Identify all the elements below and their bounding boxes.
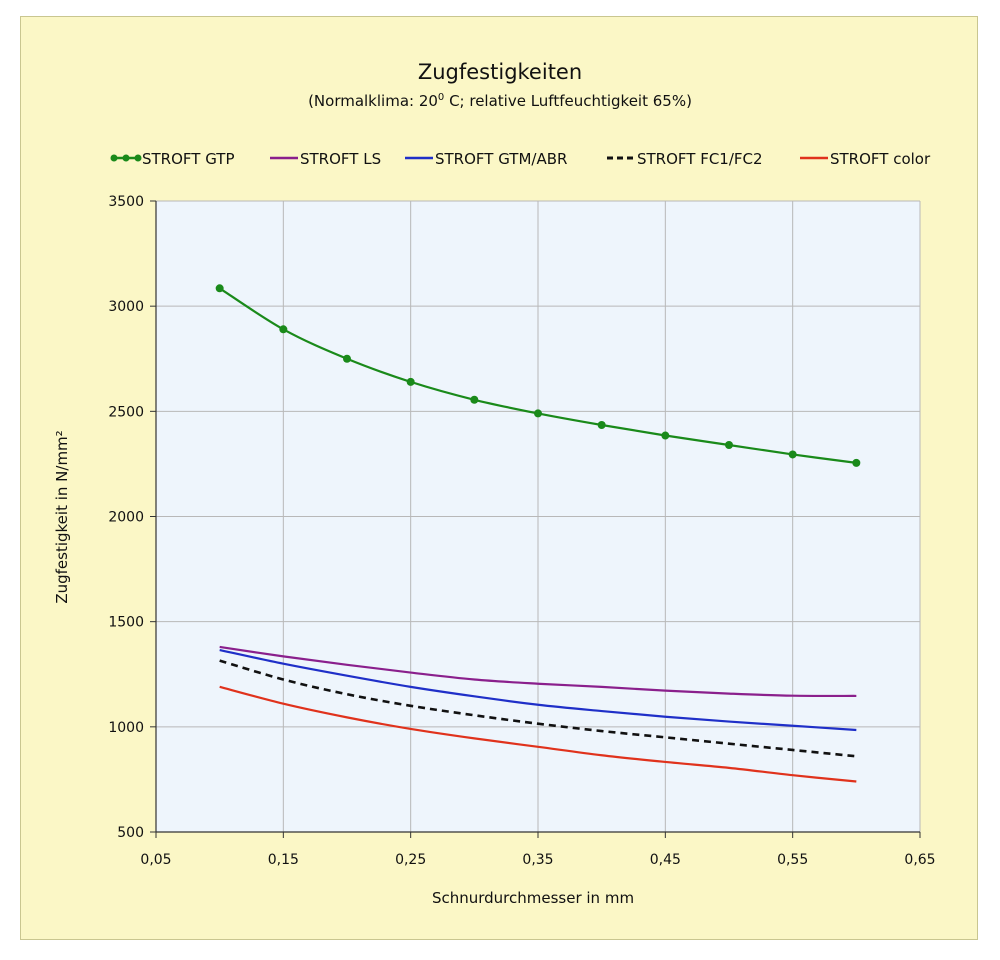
legend-label-1: STROFT LS (300, 150, 381, 168)
series-point-0 (661, 431, 670, 440)
subtitle-superscript: 0 (437, 92, 445, 103)
y-axis-label: Zugfestigkeit in N/mm² (53, 430, 71, 603)
legend-marker-0 (110, 154, 118, 162)
series-point-0 (534, 409, 542, 418)
x-tick-label: 0,45 (650, 852, 681, 868)
x-tick-label: 0,65 (904, 852, 935, 868)
series-point-0 (470, 395, 479, 404)
subtitle-text-before: (Normalklima: 20 (308, 92, 438, 110)
series-line-2 (219, 648, 857, 732)
series-point-0 (788, 450, 797, 459)
y-tick-label: 1500 (108, 615, 144, 631)
series-layer (215, 284, 861, 783)
series-line-1 (219, 645, 857, 698)
series-line-3 (219, 659, 857, 758)
subtitle-text-after: C; relative Luftfeuchtigkeit 65%) (444, 92, 692, 110)
series-line-4 (219, 685, 857, 783)
x-tick-label: 0,15 (268, 852, 299, 868)
x-tick-label: 0,35 (522, 852, 553, 868)
y-tick-label: 2000 (108, 510, 144, 526)
legend-label-3: STROFT FC1/FC2 (637, 150, 763, 168)
axes: 0,05 0,15 0,25 0,35 0,45 0,55 0,65 500 1000 1500 2… (108, 194, 935, 868)
y-tick-label: 3000 (108, 299, 144, 315)
gridlines (156, 200, 921, 832)
legend-marker-0 (122, 154, 130, 162)
series-point-0 (597, 421, 606, 430)
y-tick-label: 1000 (108, 720, 144, 736)
y-tick-label: 2500 (108, 404, 144, 420)
legend-marker-0 (134, 154, 142, 162)
legend-label-2: STROFT GTM/ABR (435, 150, 567, 168)
legend-label-4: STROFT color (830, 150, 931, 168)
y-tick-label: 3500 (108, 194, 144, 210)
x-tick-label: 0,25 (395, 852, 426, 868)
series-point-0 (279, 325, 288, 334)
series-point-0 (215, 284, 224, 293)
x-axis-label: Schnurdurchmesser in mm (432, 889, 634, 907)
legend: STROFT GTP STROFT LS STROFT GTM/ABR STROFT … (110, 150, 931, 168)
series-point-0 (343, 354, 351, 363)
y-tick-label: 500 (117, 825, 144, 841)
series-point-0 (406, 377, 415, 386)
series-point-0 (852, 458, 861, 467)
chart-title: Zugfestigkeiten (417, 60, 583, 84)
series-point-0 (725, 440, 733, 449)
chart-subtitle: (Normalklima: 200 C; relative Luftfeucht… (0, 92, 1000, 110)
legend-label-0: STROFT GTP (142, 150, 235, 168)
x-tick-label: 0,55 (777, 852, 808, 868)
x-tick-label: 0,05 (140, 852, 171, 868)
